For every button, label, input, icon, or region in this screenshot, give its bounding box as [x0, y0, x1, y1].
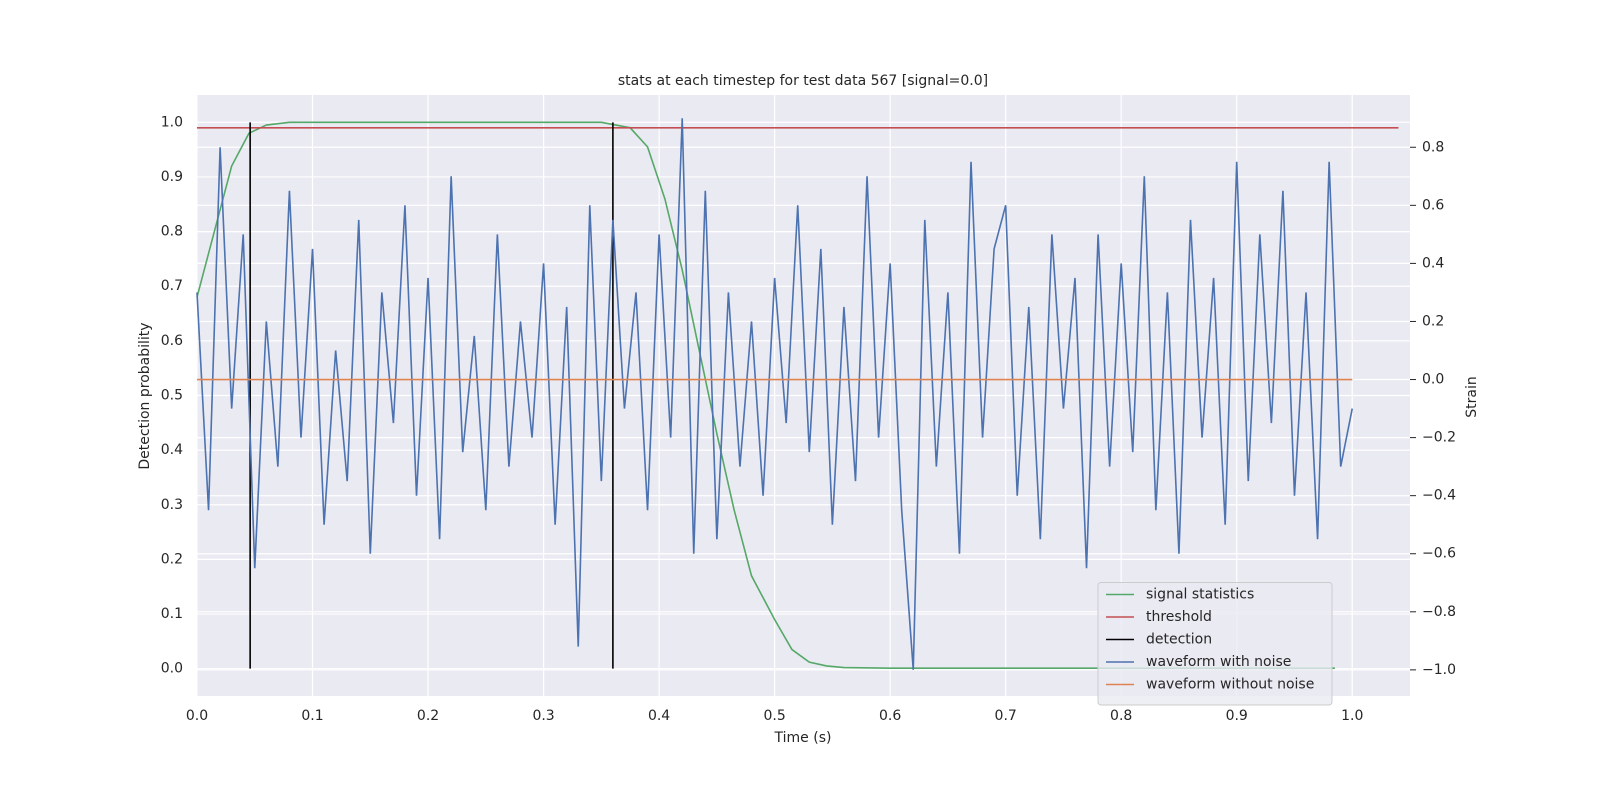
marks [196, 118, 1399, 670]
y2-tick-label: −0.6 [1422, 546, 1456, 562]
y-axis-label: Detection probability [137, 322, 153, 469]
y2-tick-label: −0.2 [1422, 430, 1456, 446]
y2-tick-label: 0.6 [1422, 197, 1444, 213]
x-axis-label: Time (s) [774, 730, 832, 746]
y-tick-label: 0.7 [161, 278, 183, 294]
y-tick-label: 0.9 [161, 169, 183, 185]
y2-tick-label: 0.8 [1422, 139, 1444, 155]
series-line [196, 121, 1335, 669]
legend-label: threshold [1146, 609, 1212, 625]
series-line [249, 122, 614, 669]
y2-tick-label: −1.0 [1422, 662, 1456, 678]
y-tick-label: 0.2 [161, 551, 183, 567]
y2-tick-label: −0.8 [1422, 604, 1456, 620]
legend-label: waveform with noise [1146, 654, 1291, 670]
y-tick-label: 0.5 [161, 388, 183, 404]
chart-title: stats at each timestep for test data 567… [618, 73, 988, 89]
y2-tick-label: 0.0 [1422, 372, 1444, 388]
x-tick-label: 0.2 [417, 708, 439, 724]
x-tick-label: 0.7 [995, 708, 1017, 724]
x-tick-label: 0.5 [763, 708, 785, 724]
y-tick-label: 0.6 [161, 333, 183, 349]
legend-label: detection [1146, 632, 1212, 648]
y2-axis-label: Strain [1464, 376, 1480, 417]
x-tick-label: 0.9 [1226, 708, 1248, 724]
x-tick-label: 0.8 [1110, 708, 1132, 724]
legend-label: waveform without noise [1146, 677, 1314, 693]
y-tick-label: 0.1 [161, 606, 183, 622]
y2-tick-label: 0.4 [1422, 255, 1444, 271]
x-tick-label: 0.1 [301, 708, 323, 724]
y-tick-label: 0.3 [161, 497, 183, 513]
y2-tick-label: −0.4 [1422, 488, 1456, 504]
x-tick-label: 0.6 [879, 708, 901, 724]
x-tick-label: 1.0 [1341, 708, 1363, 724]
legend-label: signal statistics [1146, 587, 1254, 603]
y-tick-label: 0.4 [161, 442, 183, 458]
x-tick-label: 0.3 [532, 708, 554, 724]
y2-tick-label: 0.2 [1422, 313, 1444, 329]
y-tick-label: 1.0 [161, 114, 183, 130]
x-tick-label: 0.0 [186, 708, 208, 724]
y-tick-label: 0.0 [161, 661, 183, 677]
legend-box [1097, 582, 1333, 706]
x-tick-label: 0.4 [648, 708, 670, 724]
legend: signal statistics threshold detection wavef… [1097, 582, 1333, 706]
y-tick-label: 0.8 [161, 224, 183, 240]
